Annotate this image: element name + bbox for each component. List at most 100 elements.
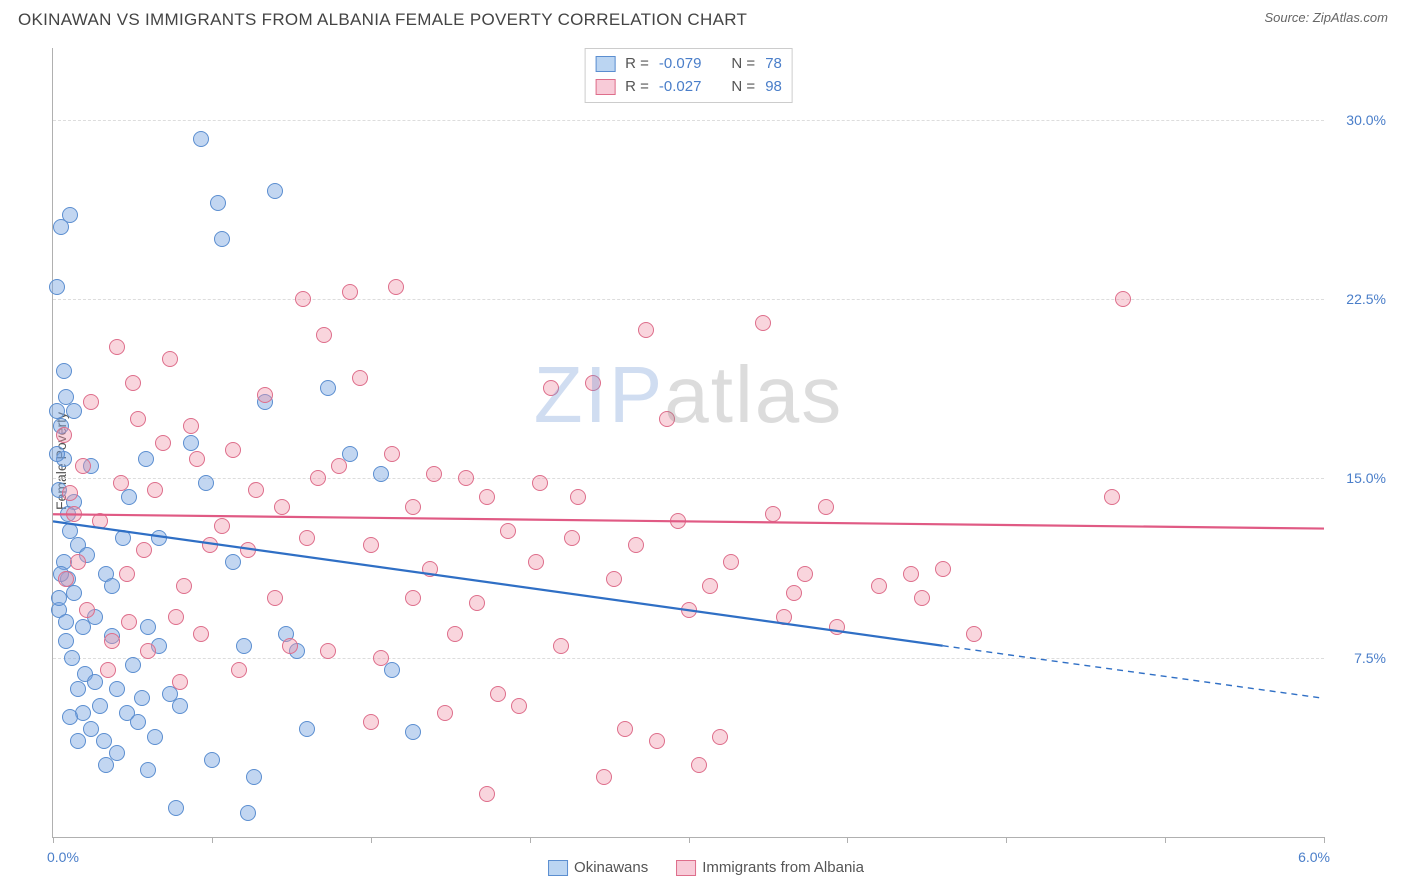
scatter-point-albania	[628, 537, 644, 553]
scatter-point-okinawans	[87, 674, 103, 690]
scatter-point-albania	[638, 322, 654, 338]
scatter-point-okinawans	[98, 757, 114, 773]
scatter-point-okinawans	[83, 721, 99, 737]
scatter-point-albania	[659, 411, 675, 427]
scatter-point-albania	[437, 705, 453, 721]
scatter-point-albania	[202, 537, 218, 553]
scatter-point-albania	[606, 571, 622, 587]
scatter-point-okinawans	[109, 681, 125, 697]
source-attribution: Source: ZipAtlas.com	[1264, 10, 1388, 25]
swatch-okinawans	[595, 56, 615, 72]
scatter-point-albania	[829, 619, 845, 635]
r-label: R =	[625, 53, 649, 76]
scatter-point-okinawans	[58, 614, 74, 630]
r-value: -0.027	[659, 76, 702, 99]
scatter-point-albania	[585, 375, 601, 391]
scatter-point-okinawans	[49, 403, 65, 419]
x-tick	[212, 837, 213, 843]
scatter-point-okinawans	[66, 585, 82, 601]
scatter-point-okinawans	[210, 195, 226, 211]
scatter-point-albania	[871, 578, 887, 594]
scatter-point-okinawans	[147, 729, 163, 745]
scatter-point-albania	[797, 566, 813, 582]
scatter-point-albania	[274, 499, 290, 515]
scatter-point-albania	[363, 714, 379, 730]
scatter-point-okinawans	[236, 638, 252, 654]
scatter-point-okinawans	[267, 183, 283, 199]
scatter-point-okinawans	[115, 530, 131, 546]
scatter-point-albania	[70, 554, 86, 570]
scatter-point-albania	[267, 590, 283, 606]
scatter-point-okinawans	[198, 475, 214, 491]
scatter-point-okinawans	[138, 451, 154, 467]
y-tick-label: 7.5%	[1354, 650, 1386, 666]
scatter-point-albania	[172, 674, 188, 690]
scatter-point-okinawans	[125, 657, 141, 673]
x-tick	[1165, 837, 1166, 843]
scatter-point-albania	[66, 506, 82, 522]
scatter-point-albania	[500, 523, 516, 539]
scatter-point-albania	[479, 489, 495, 505]
scatter-point-okinawans	[373, 466, 389, 482]
n-label: N =	[731, 76, 755, 99]
scatter-point-albania	[257, 387, 273, 403]
scatter-point-okinawans	[299, 721, 315, 737]
scatter-point-albania	[62, 485, 78, 501]
scatter-point-albania	[125, 375, 141, 391]
scatter-point-okinawans	[58, 633, 74, 649]
scatter-point-albania	[617, 721, 633, 737]
legend-label: Immigrants from Albania	[702, 859, 864, 876]
scatter-point-albania	[316, 327, 332, 343]
scatter-point-albania	[109, 339, 125, 355]
swatch-albania	[676, 860, 696, 876]
scatter-point-albania	[363, 537, 379, 553]
scatter-point-okinawans	[56, 363, 72, 379]
scatter-point-albania	[282, 638, 298, 654]
scatter-point-okinawans	[140, 619, 156, 635]
scatter-point-albania	[914, 590, 930, 606]
scatter-point-albania	[214, 518, 230, 534]
scatter-layer	[53, 48, 1324, 837]
scatter-point-albania	[295, 291, 311, 307]
legend-label: Okinawans	[574, 859, 648, 876]
scatter-point-albania	[570, 489, 586, 505]
scatter-point-okinawans	[64, 650, 80, 666]
scatter-point-albania	[231, 662, 247, 678]
chart-header: OKINAWAN VS IMMIGRANTS FROM ALBANIA FEMA…	[0, 0, 1406, 34]
scatter-point-albania	[75, 458, 91, 474]
legend-row-okinawans: R = -0.079 N = 78	[595, 53, 782, 76]
scatter-point-okinawans	[62, 709, 78, 725]
scatter-point-albania	[966, 626, 982, 642]
x-tick	[53, 837, 54, 843]
scatter-point-albania	[528, 554, 544, 570]
scatter-point-albania	[176, 578, 192, 594]
scatter-point-okinawans	[151, 530, 167, 546]
n-label: N =	[731, 53, 755, 76]
scatter-point-albania	[422, 561, 438, 577]
scatter-point-albania	[458, 470, 474, 486]
scatter-point-okinawans	[168, 800, 184, 816]
scatter-point-okinawans	[193, 131, 209, 147]
scatter-point-okinawans	[49, 279, 65, 295]
scatter-point-albania	[240, 542, 256, 558]
x-axis-max: 6.0%	[1298, 849, 1330, 865]
scatter-point-albania	[405, 590, 421, 606]
scatter-point-albania	[490, 686, 506, 702]
x-tick	[1324, 837, 1325, 843]
scatter-point-albania	[225, 442, 241, 458]
chart-title: OKINAWAN VS IMMIGRANTS FROM ALBANIA FEMA…	[18, 10, 747, 30]
scatter-point-albania	[58, 571, 74, 587]
scatter-point-albania	[119, 566, 135, 582]
scatter-point-albania	[79, 602, 95, 618]
scatter-point-albania	[532, 475, 548, 491]
scatter-point-okinawans	[104, 578, 120, 594]
scatter-point-okinawans	[92, 698, 108, 714]
scatter-point-albania	[92, 513, 108, 529]
scatter-point-albania	[56, 427, 72, 443]
scatter-point-albania	[479, 786, 495, 802]
legend-row-albania: R = -0.027 N = 98	[595, 76, 782, 99]
scatter-point-albania	[193, 626, 209, 642]
scatter-point-albania	[786, 585, 802, 601]
scatter-point-okinawans	[320, 380, 336, 396]
scatter-point-albania	[935, 561, 951, 577]
